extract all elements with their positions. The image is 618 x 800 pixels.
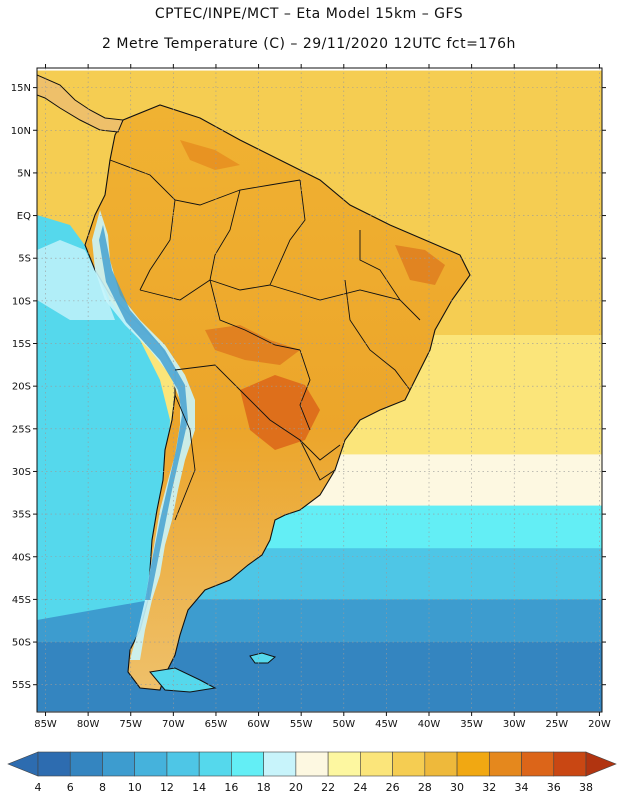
- colorbar-label: 16: [224, 781, 238, 794]
- ocean-band-7: [37, 642, 602, 712]
- colorbar-label: 36: [547, 781, 561, 794]
- colorbar-swatch: [69, 751, 103, 777]
- title-line-1: CPTEC/INPE/MCT – Eta Model 15km – GFS: [154, 6, 464, 22]
- colorbar-swatch: [456, 751, 490, 777]
- hot-spot-venezuela: [180, 140, 240, 170]
- lat-tick-label: 35S: [12, 510, 31, 521]
- map-field: [37, 68, 602, 712]
- lon-tick-label: 60W: [247, 719, 270, 730]
- central-america-land: [37, 74, 124, 133]
- hot-spot-mato-grosso: [205, 325, 300, 365]
- colorbar-label: 12: [160, 781, 174, 794]
- colorbar-label: 26: [386, 781, 400, 794]
- lat-tick-label: 5N: [17, 168, 31, 179]
- lon-tick-label: 65W: [205, 719, 228, 730]
- hot-spot-northeast: [395, 245, 445, 285]
- lat-tick-label: EQ: [17, 211, 31, 222]
- colorbar-swatch: [231, 751, 264, 777]
- colorbar-label: 34: [515, 781, 529, 794]
- lat-tick-label: 30S: [12, 467, 31, 478]
- lon-tick-label: 55W: [290, 719, 313, 730]
- lat-tick-label: 40S: [12, 552, 31, 563]
- colorbar-swatch: [392, 751, 426, 777]
- colorbar-swatch: [37, 751, 71, 777]
- lat-tick-label: 20S: [12, 382, 31, 393]
- lat-tick-label: 10N: [11, 126, 31, 137]
- lat-tick-label: 25S: [12, 424, 31, 435]
- falkland-islands: [249, 652, 277, 664]
- lon-tick-label: 35W: [460, 719, 483, 730]
- colorbar-label: 30: [450, 781, 464, 794]
- colorbar-left-arrow: [7, 751, 39, 777]
- map-frame: [36, 67, 603, 713]
- lon-tick-label: 25W: [546, 719, 569, 730]
- colorbar-swatch: [488, 751, 522, 777]
- title-line-2: 2 Metre Temperature (C) – 29/11/2020 12U…: [102, 36, 516, 52]
- lon-tick-label: 50W: [332, 719, 355, 730]
- lat-tick-label: 5S: [18, 254, 31, 265]
- latitude-axis: 15N 10N 5N EQ 5S 10S 15S 20S 25S 30S 35S 40S 45S 50S 5…: [11, 83, 606, 691]
- pacific-upwelling: [37, 240, 115, 320]
- lon-tick-label: 20W: [588, 719, 611, 730]
- colorbar-label: 4: [35, 781, 42, 794]
- colorbar-label: 8: [99, 781, 106, 794]
- colorbar-swatch: [521, 751, 555, 777]
- colorbar-label: 24: [353, 781, 367, 794]
- andes-core: [99, 225, 188, 600]
- lon-tick-label: 80W: [77, 719, 100, 730]
- lat-tick-label: 45S: [12, 595, 31, 606]
- colorbar-label: 32: [482, 781, 496, 794]
- colorbar-label: 28: [418, 781, 432, 794]
- ocean-band-6: [37, 599, 602, 644]
- colorbar-swatch: [424, 751, 458, 777]
- lon-tick-label: 30W: [503, 719, 526, 730]
- tierra-del-fuego: [149, 667, 217, 693]
- lon-tick-label: 40W: [418, 719, 441, 730]
- lat-tick-label: 10S: [12, 296, 31, 307]
- colorbar-right-arrow: [585, 751, 617, 777]
- lon-tick-label: 85W: [34, 719, 57, 730]
- colorbar-swatch: [263, 751, 297, 777]
- colorbar-label: 20: [289, 781, 303, 794]
- colorbar-swatch: [134, 751, 168, 777]
- colorbar-label: 10: [128, 781, 142, 794]
- colorbar-swatch: [327, 751, 361, 777]
- lon-tick-label: 75W: [119, 719, 142, 730]
- hot-spot-paraguay: [240, 375, 320, 450]
- colorbar-label: 38: [579, 781, 593, 794]
- lon-tick-label: 70W: [162, 719, 185, 730]
- lat-lon-grid: [37, 68, 602, 712]
- lon-tick-label: 45W: [375, 719, 398, 730]
- lat-tick-label: 55S: [12, 680, 31, 691]
- colorbar-swatch: [360, 751, 393, 777]
- colorbar-label: 18: [257, 781, 271, 794]
- colorbar-swatch: [198, 751, 232, 777]
- colorbar-swatch: [553, 751, 587, 777]
- colorbar-swatch: [295, 751, 329, 777]
- colorbar-label: 14: [192, 781, 206, 794]
- colorbar-label: 6: [67, 781, 74, 794]
- longitude-axis: 85W 80W 75W 70W 65W 60W 55W 50W 45W 40W 35W 30W 25W 2…: [34, 64, 611, 730]
- lat-tick-label: 15N: [11, 83, 31, 94]
- colorbar-label: 22: [321, 781, 335, 794]
- colorbar-swatch: [102, 751, 136, 777]
- temperature-colorbar: 4 6 8 10 12 14 16 18 20 22 24 26 28 30 32 34 36 38: [7, 751, 617, 794]
- lat-tick-label: 50S: [12, 638, 31, 649]
- lat-tick-label: 15S: [12, 339, 31, 350]
- country-borders: [109, 159, 421, 521]
- colorbar-swatch: [166, 751, 200, 777]
